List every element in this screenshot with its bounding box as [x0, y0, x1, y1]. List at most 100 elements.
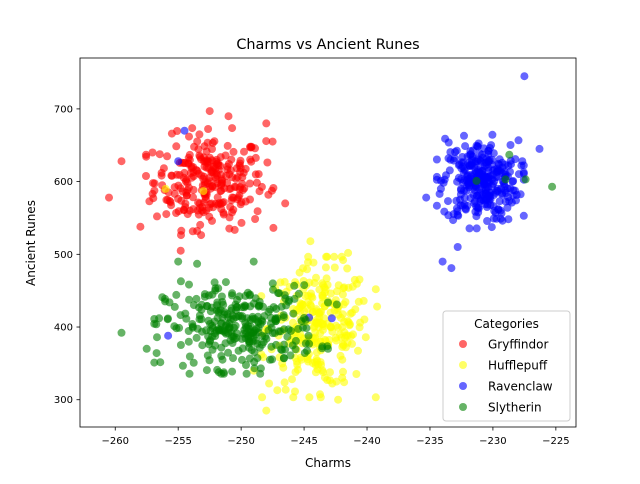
- data-point: [185, 369, 194, 378]
- data-point: [512, 190, 521, 199]
- legend-frame: [442, 310, 571, 422]
- data-point: [218, 355, 227, 364]
- data-point: [269, 184, 278, 192]
- data-point: [199, 198, 208, 207]
- data-point: [189, 185, 198, 194]
- data-point: [354, 297, 363, 306]
- data-point: [452, 196, 461, 205]
- data-point: [422, 193, 431, 202]
- data-point: [472, 141, 481, 150]
- data-point: [259, 353, 268, 362]
- data-point: [214, 200, 223, 209]
- data-point: [280, 277, 289, 286]
- data-point: [289, 318, 297, 327]
- data-point: [340, 378, 349, 387]
- data-point: [294, 289, 303, 298]
- data-point: [506, 167, 514, 176]
- data-point: [494, 166, 503, 175]
- data-point: [447, 264, 456, 273]
- data-point: [291, 336, 300, 345]
- data-point: [501, 186, 510, 195]
- data-point: [281, 385, 290, 394]
- data-point: [506, 141, 515, 149]
- data-point: [460, 131, 468, 140]
- x-tick-label: −260: [102, 436, 129, 447]
- data-point: [228, 173, 237, 182]
- data-point: [334, 281, 343, 290]
- data-point: [484, 157, 493, 166]
- x-axis-ticks: −260 −255 −250 −245 −240 −235 −230 −225: [102, 427, 570, 447]
- data-point: [214, 284, 223, 293]
- data-point: [233, 303, 241, 312]
- plot-frame: [79, 57, 577, 428]
- data-point: [251, 215, 260, 223]
- data-point: [266, 305, 274, 314]
- data-point: [323, 252, 332, 261]
- data-point: [495, 155, 504, 164]
- data-point: [185, 150, 194, 159]
- data-point: [460, 176, 469, 185]
- data-point: [296, 302, 305, 311]
- data-point: [225, 319, 234, 328]
- data-point: [432, 172, 441, 181]
- data-point: [454, 161, 463, 170]
- data-point: [178, 187, 187, 196]
- data-point: [150, 358, 159, 367]
- legend-title: Categories: [474, 317, 539, 331]
- x-tick-label: −245: [290, 436, 317, 447]
- data-point: [304, 258, 312, 267]
- data-point: [352, 370, 361, 378]
- y-tick-label: 300: [54, 395, 73, 406]
- data-point: [453, 243, 462, 251]
- data-point: [501, 197, 510, 206]
- data-point: [172, 290, 181, 299]
- data-point: [189, 193, 197, 202]
- data-point: [184, 159, 193, 168]
- x-tick-label: −230: [479, 436, 506, 447]
- data-point: [246, 142, 255, 151]
- data-point: [229, 147, 238, 156]
- data-point: [318, 366, 327, 375]
- data-point: [208, 290, 217, 299]
- x-tick-label: −235: [416, 436, 443, 447]
- data-point: [184, 327, 193, 335]
- data-point: [262, 119, 271, 128]
- data-point: [470, 170, 479, 179]
- data-point: [227, 155, 236, 164]
- data-point: [303, 346, 311, 355]
- data-point: [300, 281, 309, 290]
- data-point: [228, 367, 237, 376]
- data-point: [280, 378, 289, 387]
- data-point: [205, 356, 214, 365]
- data-point: [348, 282, 357, 291]
- data-point: [253, 207, 262, 216]
- data-point: [334, 395, 343, 404]
- data-point: [226, 336, 235, 345]
- y-tick-label: 400: [54, 323, 73, 334]
- data-point: [168, 171, 176, 180]
- data-point: [240, 147, 248, 156]
- data-point: [225, 213, 234, 222]
- data-point: [208, 345, 217, 354]
- data-point: [210, 329, 219, 338]
- data-point: [176, 341, 185, 349]
- data-point: [238, 312, 247, 321]
- data-point: [187, 173, 196, 182]
- data-point: [289, 309, 298, 318]
- legend-marker: [459, 382, 467, 390]
- data-point: [155, 150, 164, 159]
- data-point: [164, 331, 173, 340]
- data-point: [262, 137, 271, 146]
- data-point: [490, 206, 499, 215]
- data-point: [299, 323, 307, 332]
- data-point: [323, 280, 332, 289]
- data-point: [193, 259, 202, 268]
- data-point: [321, 263, 330, 272]
- data-point: [237, 198, 246, 207]
- data-point: [432, 155, 441, 164]
- data-point: [252, 178, 261, 187]
- legend-marker: [459, 403, 467, 411]
- data-point: [255, 187, 264, 196]
- data-point: [279, 354, 288, 362]
